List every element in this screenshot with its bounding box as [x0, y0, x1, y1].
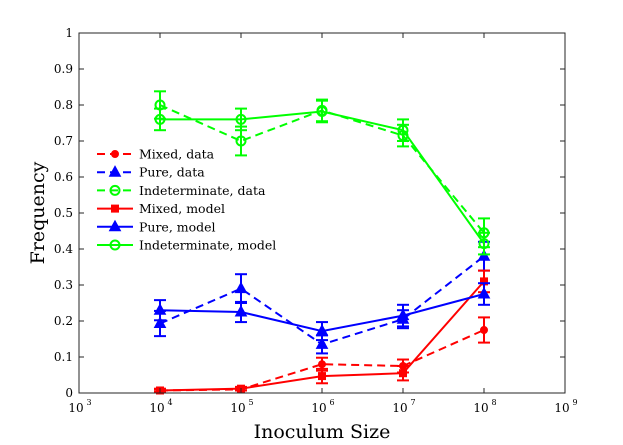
legend-item: Pure, model [97, 219, 216, 234]
series-pure-model [153, 282, 491, 342]
y-tick-label: 0.4 [54, 242, 73, 256]
legend-item: Indeterminate, data [97, 183, 266, 198]
data-point [234, 281, 248, 294]
legend-swatch-marker [111, 150, 119, 158]
y-tick-label: 0.8 [54, 98, 73, 112]
legend-swatch-marker [111, 204, 119, 213]
data-point [154, 113, 166, 125]
series-indeterminate-model [154, 99, 490, 256]
y-tick-label: 0 [65, 386, 73, 400]
x-tick-exponent: 4 [167, 398, 172, 407]
data-point [480, 326, 488, 334]
legend-item: Mixed, data [97, 147, 215, 162]
legend: Mixed, data Pure, data Indeterminate, data… [97, 147, 276, 253]
y-tick-label: 0.5 [54, 206, 73, 220]
legend-label: Pure, data [139, 165, 205, 180]
legend-label: Pure, model [139, 219, 216, 234]
data-point [477, 286, 491, 299]
series-layer [153, 90, 491, 395]
x-tick-label: 10 [311, 401, 326, 415]
data-point [235, 113, 247, 125]
legend-item: Mixed, model [97, 201, 225, 216]
legend-item: Indeterminate, model [97, 238, 276, 253]
x-tick-label: 10 [554, 401, 569, 415]
data-point [153, 316, 167, 329]
legend-swatch-marker [109, 239, 121, 251]
x-tick-label: 10 [149, 401, 164, 415]
y-axis-label: Frequency [27, 161, 49, 264]
data-point [315, 324, 329, 336]
y-tick-label: 0.7 [54, 134, 73, 148]
x-tick-exponent: 6 [329, 398, 334, 407]
data-point [315, 337, 329, 349]
data-point [234, 304, 248, 317]
legend-label: Mixed, data [139, 147, 215, 162]
x-axis-label: Inoculum Size [254, 421, 391, 443]
x-tick-label: 10 [230, 401, 245, 415]
y-tick-label: 0.1 [54, 350, 73, 364]
y-tick-label: 0.6 [54, 170, 73, 184]
data-point [478, 238, 490, 250]
x-tick-label: 10 [473, 401, 488, 415]
legend-label: Indeterminate, model [139, 238, 276, 253]
data-point [318, 372, 326, 381]
y-tick-label: 1 [65, 26, 73, 40]
y-tick-label: 0.3 [54, 278, 73, 292]
y-tick-label: 0.9 [54, 62, 73, 76]
legend-label: Indeterminate, data [139, 183, 266, 198]
x-tick-exponent: 5 [248, 398, 253, 407]
y-tick-label: 0.2 [54, 314, 73, 328]
data-point [235, 135, 247, 147]
data-point [396, 308, 410, 321]
data-point [153, 303, 167, 315]
legend-label: Mixed, model [139, 201, 225, 216]
legend-item: Pure, data [97, 165, 205, 180]
data-point [397, 124, 409, 136]
data-point [316, 105, 328, 117]
legend-swatch-marker [108, 219, 122, 232]
x-tick-exponent: 7 [410, 398, 415, 407]
data-point [399, 369, 407, 378]
legend-swatch-marker [108, 165, 122, 177]
x-tick-exponent: 8 [491, 398, 496, 407]
data-point [318, 360, 326, 369]
x-tick-exponent: 9 [572, 398, 577, 407]
legend-swatch-marker [109, 184, 121, 196]
x-tick-label: 10 [68, 401, 83, 415]
x-tick-label: 10 [392, 401, 407, 415]
x-tick-exponent: 3 [86, 398, 91, 407]
